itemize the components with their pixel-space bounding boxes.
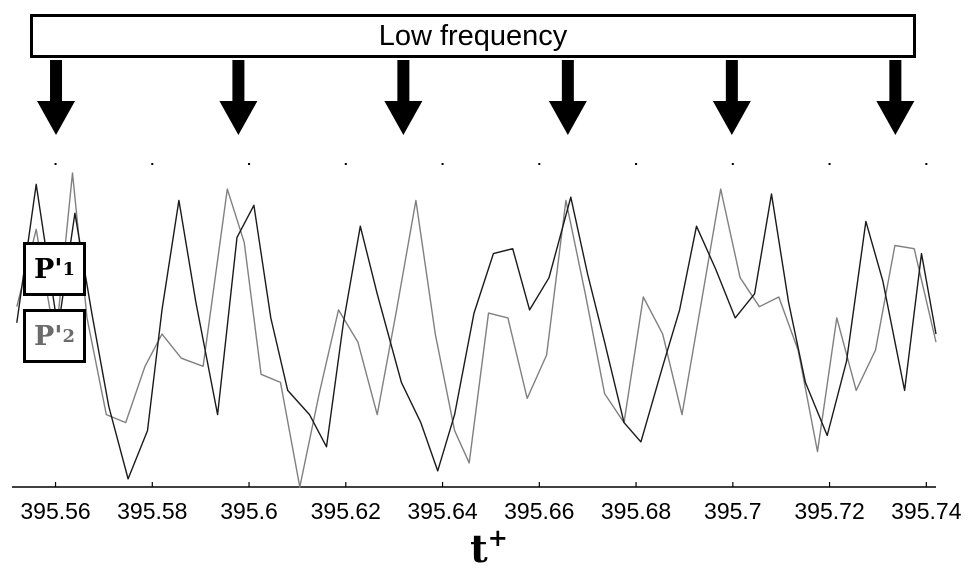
- arrow-head: [219, 101, 258, 135]
- x-tick-label: 395.72: [794, 498, 864, 524]
- arrow-shaft: [397, 60, 410, 101]
- x-tick-label: 395.64: [407, 498, 478, 524]
- x-tick-label: 395.74: [891, 498, 962, 524]
- legend-p1-symbol: P': [33, 253, 63, 285]
- arrow-head: [384, 101, 423, 135]
- arrow-head: [876, 101, 915, 135]
- x-tick-labels: 395.56 395.58 395.6 395.62 395.64 395.66 395.6…: [20, 498, 961, 524]
- down-arrow-icon: [37, 60, 76, 135]
- x-axis-label: t: [470, 526, 488, 567]
- top-tick-mark: [828, 163, 831, 165]
- legend-p2-subscript: 2: [62, 325, 76, 347]
- x-tick-label: 395.62: [311, 498, 381, 524]
- arrow-head: [37, 101, 76, 135]
- legend-p2-symbol: P': [33, 320, 63, 352]
- low-frequency-arrows: [37, 60, 915, 135]
- x-tick-label: 395.7: [704, 498, 762, 524]
- x-tick-label: 395.6: [220, 498, 278, 524]
- top-tick-mark: [248, 163, 251, 165]
- x-tick-label: 395.66: [504, 498, 574, 524]
- top-tick-mark: [538, 163, 541, 165]
- low-frequency-banner: Low frequency: [30, 14, 916, 58]
- arrow-shaft: [889, 60, 902, 101]
- arrow-shaft: [232, 60, 245, 101]
- top-tick-mark: [635, 163, 638, 165]
- legend-p2: P' 2: [23, 309, 86, 363]
- down-arrow-icon: [219, 60, 258, 135]
- x-tick-label: 395.68: [601, 498, 671, 524]
- top-tick-mark: [925, 163, 928, 165]
- down-arrow-icon: [548, 60, 587, 135]
- down-arrow-icon: [876, 60, 915, 135]
- series-p2-line: [16, 172, 937, 488]
- x-axis: [12, 163, 936, 488]
- legend-p1-subscript: 1: [62, 258, 76, 280]
- down-arrow-icon: [712, 60, 751, 135]
- top-tick-mark: [731, 163, 734, 165]
- top-tick-mark: [54, 163, 57, 165]
- arrow-shaft: [50, 60, 63, 101]
- banner-label: Low frequency: [378, 19, 568, 52]
- arrow-head: [712, 101, 751, 135]
- arrow-head: [548, 101, 587, 135]
- series-p1-line: [16, 183, 937, 480]
- top-tick-mark: [344, 163, 347, 165]
- series-lines: [16, 172, 937, 488]
- legend-p1: P' 1: [23, 242, 86, 296]
- down-arrow-icon: [384, 60, 423, 135]
- x-tick-label: 395.56: [20, 498, 90, 524]
- x-tick-label: 395.58: [117, 498, 187, 524]
- top-tick-mark: [151, 163, 154, 165]
- top-tick-mark: [441, 163, 444, 165]
- x-axis-label-superscript: +: [488, 523, 508, 552]
- arrow-shaft: [561, 60, 574, 101]
- x-axis-title: t+: [470, 523, 508, 567]
- arrow-shaft: [725, 60, 738, 101]
